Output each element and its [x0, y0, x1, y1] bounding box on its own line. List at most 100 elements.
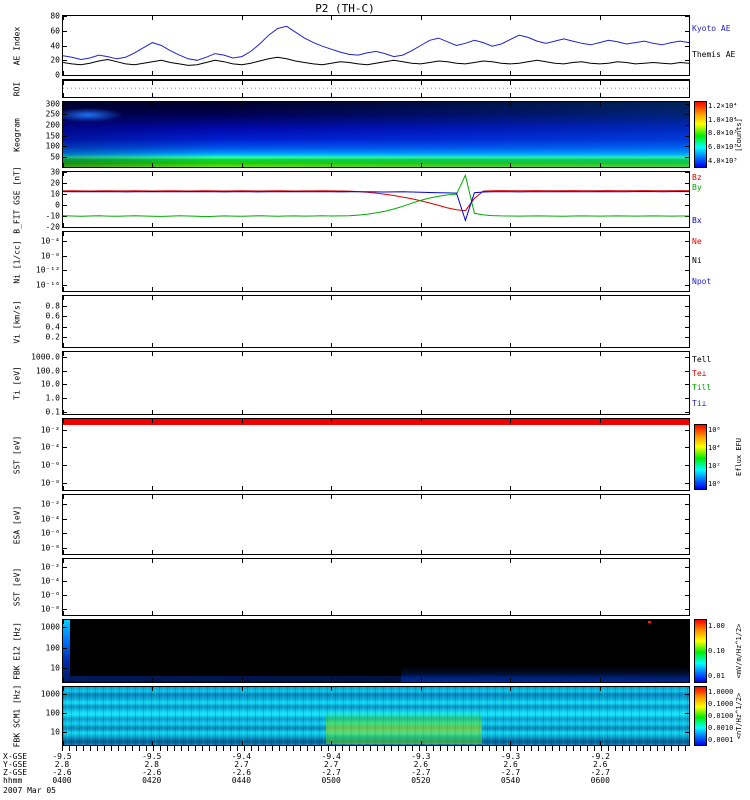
y-tick-label: 10⁻⁸: [40, 251, 60, 261]
colorbar-tick-label: 0.01: [708, 671, 725, 680]
time-tick-mark: [689, 410, 690, 414]
time-tick-mark: [599, 172, 601, 176]
time-tick-mark: [420, 687, 422, 691]
y-tick-mark: [685, 30, 689, 32]
time-tick-mark: [63, 296, 64, 300]
time-tick-mark: [510, 232, 512, 236]
y-tick-mark: [685, 548, 689, 550]
y-tick-label: 10⁻⁶: [40, 460, 60, 470]
y-tick-mark: [685, 609, 689, 611]
time-tick-mark: [689, 16, 690, 20]
y-tick-mark: [63, 595, 67, 597]
y-tick-mark: [63, 103, 67, 105]
legend-till: Till: [692, 383, 712, 392]
time-tick-mark: [63, 486, 64, 490]
y-tick-mark: [685, 316, 689, 318]
y-tick-label: 0.4: [45, 322, 60, 332]
time-tick-mark: [152, 495, 154, 499]
time-axis-labels: X-GSE -9.5 -9.5 -9.4 -9.4 -9.3 -9.3 -9.2 Y-GSE 2.…: [0, 752, 750, 792]
y-tick-mark: [63, 447, 67, 449]
time-tick-mark: [599, 232, 601, 236]
fbk-e12-bottom-band: [70, 675, 689, 682]
time-tick-mark: [599, 620, 601, 624]
axis-title-roi: ROI: [12, 81, 22, 97]
time-tick-mark: [689, 495, 690, 499]
time-tick-mark: [152, 232, 154, 236]
time-tick-mark: [331, 287, 333, 291]
y-tick-label: 0.8: [45, 301, 60, 311]
y-tick-mark: [685, 135, 689, 137]
y-tick-mark: [685, 306, 689, 308]
axis-row-z-gse: Z-GSE -2.6 -2.6 -2.6 -2.7 -2.7 -2.7 -2.7: [0, 768, 750, 777]
time-tick-mark: [689, 163, 690, 167]
y-tick-mark: [63, 45, 67, 47]
time-tick-mark: [331, 419, 333, 423]
time-tick-mark: [241, 741, 243, 745]
time-tick-mark: [63, 81, 64, 85]
time-tick-mark: [689, 611, 690, 615]
axis-title-ae: AE Index: [12, 26, 22, 65]
axis-title-keogram: Keogram: [12, 117, 22, 152]
legend-ti-: Ti⊥: [692, 399, 707, 409]
y-tick-mark: [63, 567, 67, 569]
y-tick-mark: [685, 397, 689, 399]
y-tick-label: 100: [45, 141, 60, 151]
axis-value: -9.5: [52, 752, 72, 761]
y-tick-mark: [685, 172, 689, 173]
y-tick-mark: [63, 533, 67, 535]
time-tick-mark: [152, 352, 154, 356]
time-tick-mark: [241, 163, 243, 167]
axis-title-ti: Ti [eV]: [12, 366, 22, 400]
y-tick-label: 10⁻¹²: [35, 265, 60, 275]
panel-keogram-spectrogram: Keogram 300 250 200 150 100 50: [13, 99, 690, 168]
panel-roi: ROI: [13, 79, 690, 98]
y-tick-label: 10⁻⁴: [40, 514, 60, 524]
y-tick-mark: [63, 518, 67, 520]
time-tick-mark: [241, 296, 243, 300]
time-tick-mark: [599, 559, 601, 563]
colorbar-keogram: 1.2×10⁴ 1.0×10⁴ 8.0×10³ 6.0×10³ 4.0×10³ [coun…: [694, 101, 743, 168]
y-tick-label: 250: [45, 109, 60, 119]
y-tick-mark: [685, 503, 689, 505]
colorbar-tick-label: 0.0001: [708, 736, 734, 745]
axis-title-ni: Ni [1/cc]: [12, 239, 22, 284]
axis-value: 0540: [500, 776, 521, 785]
y-tick-mark: [63, 411, 67, 413]
time-tick-mark: [420, 93, 422, 97]
y-tick-label: 100: [45, 708, 60, 718]
time-tick-mark: [241, 687, 243, 691]
time-tick-mark: [152, 93, 154, 97]
y-tick-label: 40: [50, 41, 60, 50]
axis-title-vi: Vi [km/s]: [12, 299, 22, 344]
y-tick-label: 1.0: [45, 393, 60, 403]
y-tick-mark: [63, 30, 67, 32]
time-tick-mark: [599, 296, 601, 300]
time-tick-mark: [599, 419, 601, 423]
axis-value: -2.6: [52, 768, 72, 777]
legend-bz: Bz: [692, 173, 702, 183]
time-tick-mark: [241, 620, 243, 624]
axis-value: -9.5: [142, 752, 162, 761]
time-tick-mark: [599, 678, 601, 682]
y-tick-mark: [63, 581, 67, 583]
axis-row-label: X-GSE: [3, 752, 28, 761]
y-tick-mark: [63, 124, 67, 126]
y-tick-label: 30: [50, 167, 60, 177]
y-tick-label: 10⁻²: [40, 562, 60, 572]
time-tick-mark: [241, 16, 243, 20]
fbk-e12-left-enhancement: [63, 620, 70, 682]
axis-value: 0420: [142, 776, 162, 785]
time-tick-mark: [331, 172, 333, 176]
colorbar-tick-label: 6.0×10³: [708, 142, 738, 151]
time-tick-mark: [331, 559, 333, 563]
time-tick-mark: [241, 352, 243, 356]
time-tick-mark: [599, 163, 601, 167]
time-tick-mark: [331, 232, 333, 236]
y-tick-mark: [685, 356, 689, 358]
panel-sst-ions-spectrogram: SST [eV] 10⁻² 10⁻⁴ 10⁻⁶ 10⁻⁸: [13, 418, 690, 491]
time-tick-mark: [599, 287, 601, 291]
y-tick-label: 10.0: [40, 379, 60, 389]
time-tick-mark: [331, 16, 333, 20]
time-tick-mark: [420, 486, 422, 490]
time-tick-mark: [510, 495, 512, 499]
